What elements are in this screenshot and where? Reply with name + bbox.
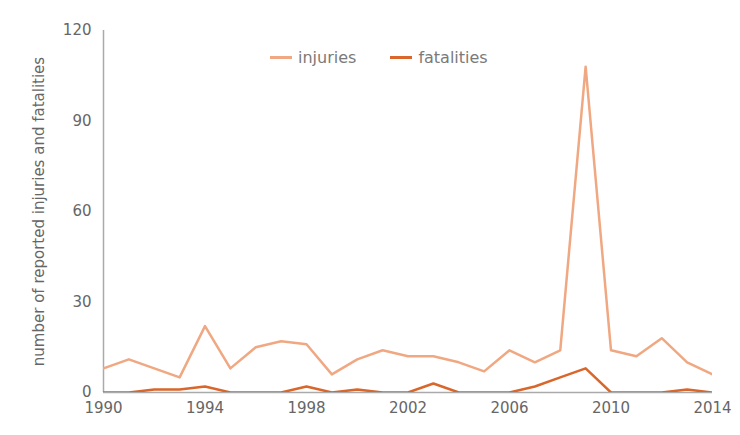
svg-text:1994: 1994 <box>186 399 224 417</box>
svg-text:60: 60 <box>72 202 91 220</box>
svg-text:90: 90 <box>72 112 91 130</box>
svg-text:30: 30 <box>72 293 91 311</box>
svg-text:120: 120 <box>63 21 92 39</box>
html-text:injuries: injuries <box>298 48 357 67</box>
svg-text:1998: 1998 <box>287 399 325 417</box>
svg-text:0: 0 <box>82 383 92 402</box>
svg-text:2014: 2014 <box>693 399 731 417</box>
svg-text:number of reported injuries an: number of reported injuries and fataliti… <box>30 57 48 367</box>
svg-text:2010: 2010 <box>592 399 630 417</box>
svg-text:2006: 2006 <box>490 399 528 417</box>
svg-text:1990: 1990 <box>84 399 122 417</box>
svg-text:2002: 2002 <box>389 399 427 417</box>
html-text:fatalities: fatalities <box>418 48 488 67</box>
